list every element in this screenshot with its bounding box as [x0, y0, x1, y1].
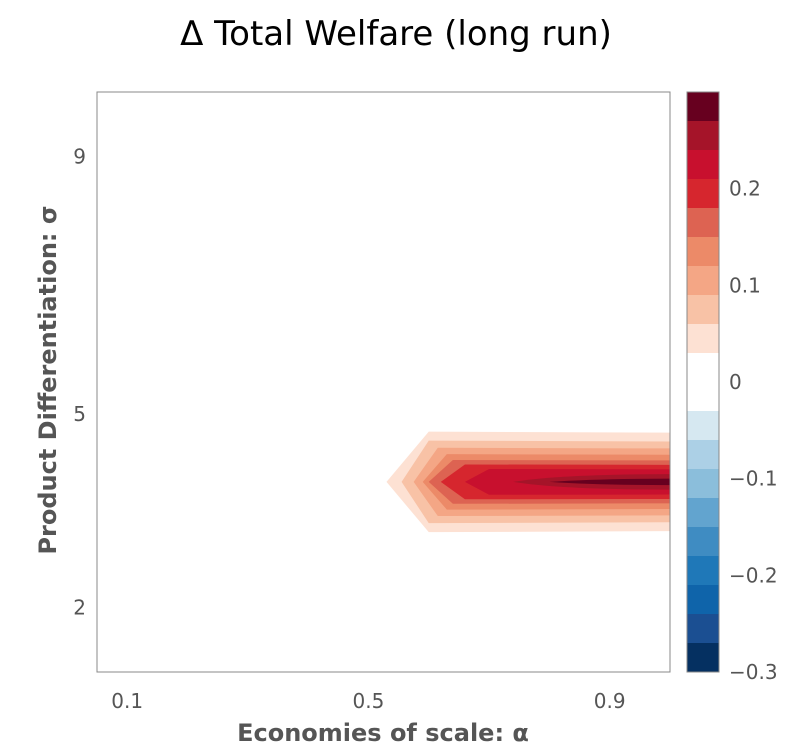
colorbar-tick-label: −0.2 — [729, 563, 778, 587]
colorbar-tick-label: −0.3 — [729, 660, 778, 684]
colorbar-tick-label: 0.1 — [729, 273, 761, 297]
colorbar-segment — [687, 353, 719, 383]
colorbar-segment — [687, 324, 719, 354]
x-ticks: 0.1 0.5 0.9 — [111, 689, 625, 713]
colorbar-tick-label: 0 — [729, 370, 742, 394]
colorbar-segment — [687, 208, 719, 238]
colorbar-segment — [687, 382, 719, 412]
contour-band-9 — [549, 478, 670, 486]
colorbar-segment — [687, 179, 719, 209]
chart-title: Δ Total Welfare (long run) — [180, 14, 612, 54]
colorbar-frame — [686, 91, 720, 673]
colorbar-segment — [687, 556, 719, 586]
colorbar-segment — [687, 643, 719, 673]
colorbar-segment — [687, 237, 719, 267]
x-tick-label: 0.1 — [111, 689, 143, 713]
x-axis-label: Economies of scale: α — [237, 719, 529, 747]
plot-area — [97, 92, 670, 672]
colorbar-segment — [687, 150, 719, 180]
colorbar-tick-label: −0.1 — [729, 467, 778, 491]
colorbar-ticks: 0.2 0.1 0 −0.1 −0.2 −0.3 — [729, 177, 778, 684]
y-tick-label: 5 — [73, 402, 86, 426]
y-tick-label: 2 — [73, 596, 86, 620]
x-tick-label: 0.9 — [594, 689, 626, 713]
y-ticks: 2 5 9 — [73, 144, 86, 619]
colorbar-tick-label: 0.2 — [729, 177, 761, 201]
colorbar-segment — [687, 498, 719, 528]
colorbar — [686, 91, 720, 673]
colorbar-segment — [687, 614, 719, 644]
x-tick-label: 0.5 — [353, 689, 385, 713]
colorbar-segment — [687, 527, 719, 557]
colorbar-segment — [687, 585, 719, 615]
colorbar-segment — [687, 121, 719, 151]
colorbar-segment — [687, 295, 719, 325]
y-axis-label: Product Differentiation: σ — [34, 205, 62, 554]
colorbar-segment — [687, 440, 719, 470]
colorbar-segment — [687, 266, 719, 296]
plot-background — [97, 92, 670, 672]
plot-frame — [96, 91, 671, 673]
colorbar-segment — [687, 92, 719, 122]
colorbar-segment — [687, 411, 719, 441]
y-tick-label: 9 — [73, 144, 86, 168]
colorbar-segment — [687, 469, 719, 499]
